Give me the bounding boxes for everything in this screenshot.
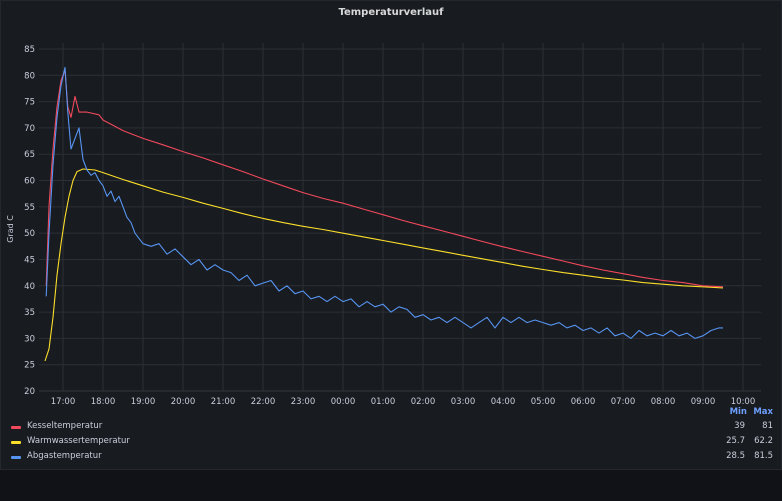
legend-series-name: Warmwassertemperatur bbox=[27, 436, 130, 446]
legend-series-name: Abgastemperatur bbox=[27, 451, 102, 461]
x-tick-label: 18:00 bbox=[91, 397, 116, 405]
series-line-abgastemperatur[interactable] bbox=[45, 66, 723, 339]
y-axis-label: Grad C bbox=[6, 215, 15, 243]
series-line-warmwassertemperatur[interactable] bbox=[44, 168, 724, 362]
x-tick-label: 23:00 bbox=[291, 397, 316, 405]
x-tick-label: 07:00 bbox=[611, 397, 636, 405]
y-tick-label: 80 bbox=[24, 71, 35, 81]
series-color-swatch bbox=[11, 426, 21, 429]
y-tick-label: 75 bbox=[24, 98, 35, 108]
y-tick-label: 45 bbox=[24, 255, 35, 265]
legend-series-name: Kesseltemperatur bbox=[27, 421, 103, 431]
y-tick-label: 50 bbox=[24, 229, 35, 239]
series-line-kesseltemperatur[interactable] bbox=[45, 69, 724, 288]
legend-item-warmwasser[interactable]: Warmwassertemperatur 25.7 62.2 bbox=[11, 436, 775, 450]
x-tick-label: 00:00 bbox=[331, 397, 356, 405]
x-tick-label: 04:00 bbox=[491, 397, 516, 405]
y-tick-label: 55 bbox=[24, 203, 35, 213]
legend-max-value: 81 bbox=[762, 421, 773, 431]
legend-table: Min Max Kesseltemperatur 39 81 Warmwasse… bbox=[1, 405, 782, 467]
x-tick-label: 02:00 bbox=[411, 397, 436, 405]
x-tick-label: 03:00 bbox=[451, 397, 476, 405]
y-tick-label: 65 bbox=[24, 150, 35, 160]
legend-min-value: 28.5 bbox=[726, 451, 745, 461]
legend-min-value: 39 bbox=[734, 421, 745, 431]
chart-panel: Temperaturverlauf 20 25 30 35 40 45 50 55 60 65 70… bbox=[0, 0, 782, 470]
x-tick-label: 05:00 bbox=[531, 397, 556, 405]
panel-title[interactable]: Temperaturverlauf bbox=[338, 7, 444, 18]
y-tick-label: 40 bbox=[24, 282, 35, 292]
x-tick-label: 20:00 bbox=[171, 397, 196, 405]
legend-item-abgas[interactable]: Abgastemperatur 28.5 81.5 bbox=[11, 451, 775, 465]
chart-series bbox=[44, 66, 724, 362]
y-tick-label: 70 bbox=[24, 124, 35, 134]
x-tick-label: 22:00 bbox=[251, 397, 276, 405]
y-tick-label: 60 bbox=[24, 177, 35, 187]
x-tick-label: 10:00 bbox=[731, 397, 756, 405]
y-tick-label: 20 bbox=[24, 387, 35, 397]
legend-item-kessel[interactable]: Kesseltemperatur 39 81 bbox=[11, 421, 775, 435]
x-tick-label: 06:00 bbox=[571, 397, 596, 405]
legend-max-header[interactable]: Max bbox=[753, 407, 773, 417]
y-tick-label: 25 bbox=[24, 361, 35, 371]
x-tick-label: 21:00 bbox=[211, 397, 236, 405]
y-tick-label: 85 bbox=[24, 45, 35, 55]
series-color-swatch bbox=[11, 456, 21, 459]
chart-grid bbox=[39, 43, 761, 392]
legend-max-value: 62.2 bbox=[754, 436, 773, 446]
x-tick-label: 09:00 bbox=[691, 397, 716, 405]
y-tick-label: 30 bbox=[24, 334, 35, 344]
x-tick-label: 08:00 bbox=[651, 397, 676, 405]
legend-min-value: 25.7 bbox=[726, 436, 745, 446]
legend-max-value: 81.5 bbox=[754, 451, 773, 461]
x-axis-ticks: 17:00 18:00 19:00 20:00 21:00 22:00 23:00 00:00… bbox=[51, 397, 756, 405]
x-tick-label: 19:00 bbox=[131, 397, 156, 405]
x-tick-label: 01:00 bbox=[371, 397, 396, 405]
legend-min-header[interactable]: Min bbox=[729, 407, 747, 417]
y-tick-label: 35 bbox=[24, 308, 35, 318]
x-tick-label: 17:00 bbox=[51, 397, 76, 405]
y-axis-ticks: 20 25 30 35 40 45 50 55 60 65 70 75 80 85 bbox=[24, 45, 35, 397]
series-color-swatch bbox=[11, 441, 21, 444]
dashboard-footer bbox=[0, 470, 782, 501]
